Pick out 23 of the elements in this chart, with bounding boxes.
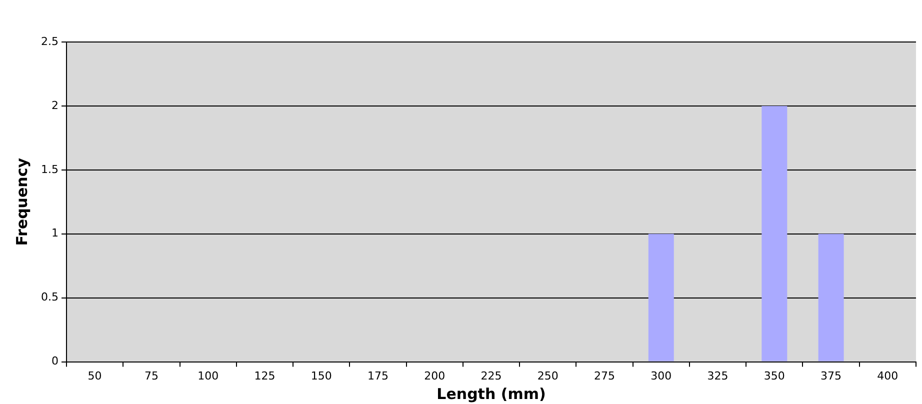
x-tick-label: 225 [480,369,502,382]
x-tick-label: 300 [650,369,672,382]
x-tick-label: 350 [764,369,785,382]
x-tick-label: 100 [198,369,219,382]
x-tick-label: 275 [594,369,616,382]
x-tick-label: 50 [88,369,102,382]
x-tick-label: 325 [707,369,728,382]
x-tick-label: 200 [424,369,446,382]
x-axis-title: Length (mm) [436,384,546,403]
y-tick-label: 1.5 [40,162,58,176]
y-tick-label: 0.5 [40,290,58,304]
x-tick-label: 175 [367,369,388,382]
y-axis-title: Frequency [12,158,31,246]
x-tick-label: 125 [254,369,276,382]
y-tick-label: 0 [51,354,58,368]
x-tick-label: 375 [820,369,842,382]
y-tick-label: 2 [51,98,58,112]
y-tick-label: 2.5 [40,34,58,48]
y-tick-label: 1 [51,226,58,240]
x-tick-label: 400 [877,369,898,382]
x-tick-label: 75 [144,369,158,382]
x-tick-label: 250 [537,369,558,382]
x-tick-label: 150 [310,369,332,382]
